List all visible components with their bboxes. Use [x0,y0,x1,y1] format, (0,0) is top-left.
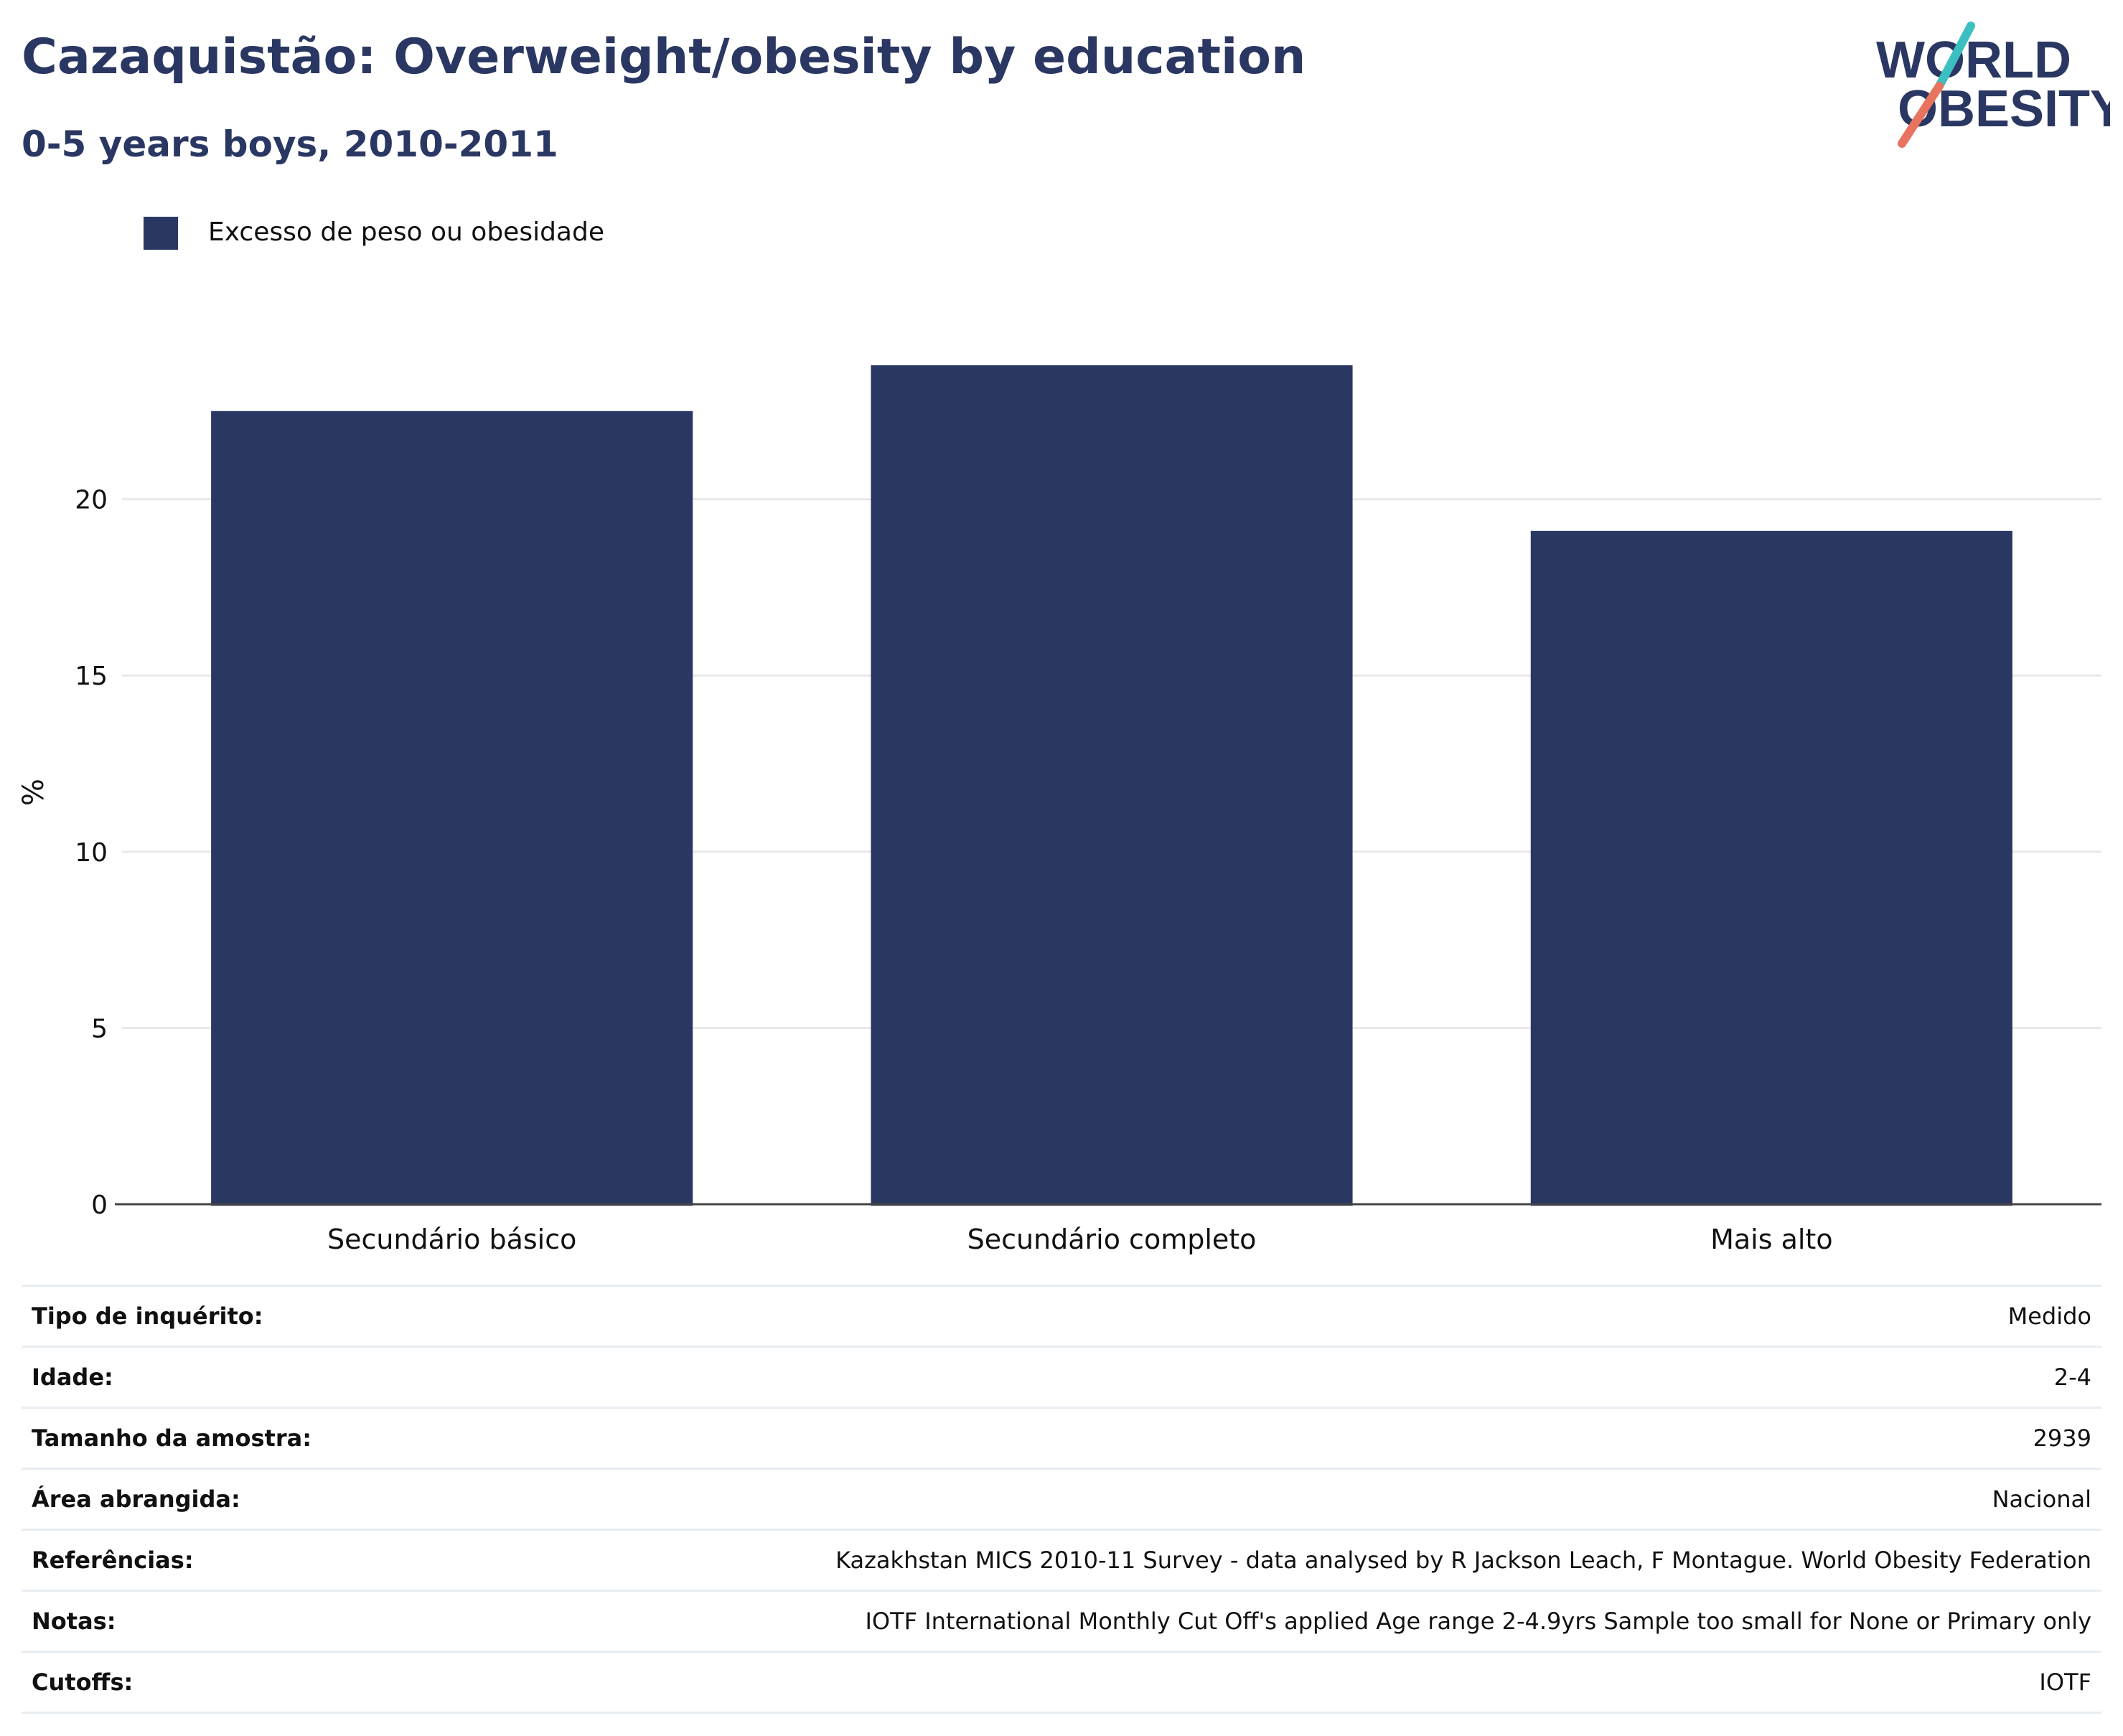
info-row: Referências: Kazakhstan MICS 2010-11 Surv… [22,1529,2101,1592]
bar-1 [211,410,693,1206]
world-obesity-logo: WORLD OBESITY [1876,22,2110,148]
info-row: Tipo de inquérito: Medido [22,1285,2101,1348]
info-value: Kazakhstan MICS 2010-11 Survey - data an… [417,1529,2101,1592]
bar-2 [871,365,1353,1206]
logo-slash-coral [1898,82,1944,148]
info-value: Medido [417,1285,2101,1348]
x-tick-labels: Secundário básico Secundário completo Mais… [327,1224,1833,1255]
info-row: Tamanho da amostra: 2939 [22,1407,2101,1470]
legend-swatch [144,217,178,250]
y-axis-label: % [17,779,50,806]
info-value: IOTF International Monthly Cut Off's app… [417,1590,2101,1653]
info-value: IOTF [417,1651,2101,1714]
info-label: Cutoffs: [22,1651,418,1714]
info-row: Área abrangida: Nacional [22,1468,2101,1531]
logo-slash-teal [1935,22,1975,90]
info-row: Cutoffs: IOTF [22,1651,2101,1714]
info-label: Referências: [22,1529,418,1592]
legend-label: Excesso de peso ou obesidade [208,217,604,247]
bar-3 [1530,530,2012,1206]
info-value: 2939 [417,1407,2101,1470]
info-label: Área abrangida: [22,1468,418,1531]
x-tick-label: Secundário completo [967,1224,1257,1255]
y-tick-labels: 0 5 10 15 20 [75,486,108,1220]
survey-info-table: Tipo de inquérito: Medido Idade: 2-4 Tamanho… [22,1285,2101,1714]
info-label: Idade: [22,1346,418,1409]
info-label: Notas: [22,1590,418,1653]
chart-subtitle: 0-5 years boys, 2010-2011 [22,123,558,165]
info-label: Tipo de inquérito: [22,1285,418,1348]
bars [211,365,2012,1206]
info-row: Notas: IOTF International Monthly Cut Off… [22,1590,2101,1653]
y-tick-label: 10 [75,838,108,868]
y-tick-label: 5 [91,1014,108,1043]
info-row: Idade: 2-4 [22,1346,2101,1409]
info-label: Tamanho da amostra: [22,1407,418,1470]
y-tick-label: 20 [75,486,108,515]
logo-line-1: WORLD [1876,32,2071,89]
info-value: Nacional [417,1468,2101,1531]
info-value: 2-4 [417,1346,2101,1409]
bar-chart: 0 5 10 15 20 Secundário básico Secundário com… [17,365,2101,1255]
y-tick-label: 15 [75,662,108,691]
x-tick-label: Mais alto [1710,1224,1833,1255]
chart-title: Cazaquistão: Overweight/obesity by educa… [22,29,1306,85]
y-tick-label: 0 [91,1191,108,1220]
x-tick-label: Secundário básico [327,1224,576,1255]
